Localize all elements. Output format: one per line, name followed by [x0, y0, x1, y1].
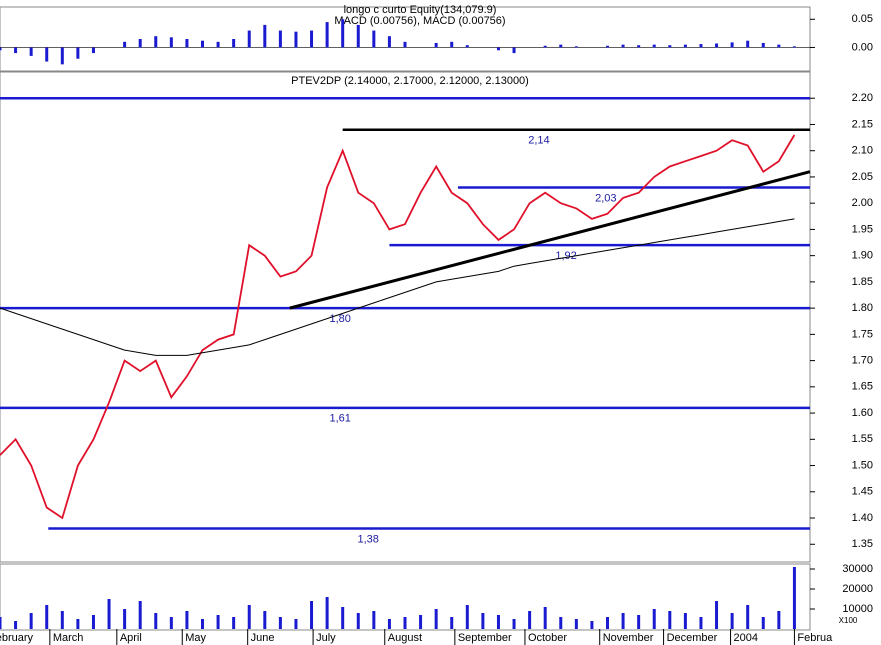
y-tick-label: 1.85 [852, 276, 873, 288]
level-label: 1,80 [329, 313, 350, 325]
price-title: PTEV2DP (2.14000, 2.17000, 2.12000, 2.13… [291, 75, 529, 87]
series-line [0, 134, 796, 520]
y-tick-label: 30000 [842, 563, 873, 575]
level-label: 1,61 [329, 413, 350, 425]
x-tick-label: September [458, 632, 512, 644]
y-tick-label: 1.95 [852, 223, 873, 235]
y-tick-label: 1.75 [852, 328, 873, 340]
macd-panel [0, 6, 811, 72]
y-tick-label: 2.20 [852, 92, 873, 104]
x-tick-label: July [316, 632, 336, 644]
y-tick-label: 1.70 [852, 355, 873, 367]
y-tick-label: 1.60 [852, 407, 873, 419]
y-tick-label: 1.40 [852, 512, 873, 524]
x-tick-label: Februa [797, 632, 833, 644]
y-tick-label: 20000 [842, 583, 873, 595]
macd-subtitle: MACD (0.00756), MACD (0.00756) [334, 15, 505, 27]
y-tick-label: 1.90 [852, 250, 873, 262]
y-tick-label: 1.55 [852, 433, 873, 445]
y-tick-label: 2.10 [852, 145, 873, 157]
level-label: 2,14 [528, 135, 549, 147]
x-tick-label: May [185, 632, 206, 644]
level-label: 1,38 [357, 533, 378, 545]
x-tick-label: October [528, 632, 567, 644]
y-tick-label: 1.50 [852, 459, 873, 471]
x-tick-label: August [388, 632, 422, 644]
x-tick-label: June [251, 632, 275, 644]
y-tick-label: 1.35 [852, 538, 873, 550]
volume-panel [0, 563, 811, 631]
x-tick-label: March [53, 632, 84, 644]
x-tick-label: April [120, 632, 142, 644]
level-label: 1,92 [555, 250, 576, 262]
y-tick-label: 2.15 [852, 118, 873, 130]
y-tick-label: 2.00 [852, 197, 873, 209]
x-tick-label: November [603, 632, 654, 644]
y-tick-label: 1.45 [852, 486, 873, 498]
level-label: 2,03 [595, 192, 616, 204]
y-tick-label: 0.00 [852, 41, 873, 53]
series-line [0, 218, 795, 356]
x-tick-label: February [0, 632, 33, 644]
y-tick-label: 0.05 [852, 13, 873, 25]
volume-unit: X100 [839, 616, 858, 625]
y-tick-label: 1.65 [852, 381, 873, 393]
price-panel [0, 71, 811, 563]
y-tick-label: 2.05 [852, 171, 873, 183]
x-tick-label: December [667, 632, 718, 644]
trend-line [289, 170, 811, 310]
x-tick-label: 2004 [734, 632, 758, 644]
macd-title: longo c curto Equity(134,079.9) [344, 4, 497, 16]
y-tick-label: 10000 [842, 603, 873, 615]
y-tick-label: 1.80 [852, 302, 873, 314]
